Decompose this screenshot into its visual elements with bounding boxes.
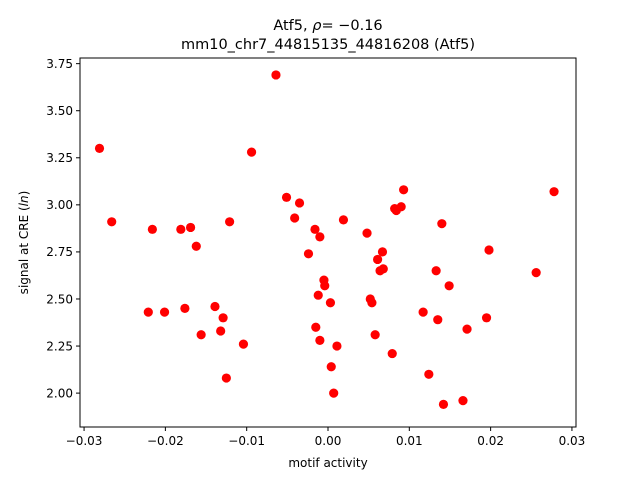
data-point-57 bbox=[484, 245, 494, 255]
data-point-38 bbox=[373, 254, 383, 265]
data-point-28 bbox=[320, 281, 330, 291]
data-point-31 bbox=[329, 388, 339, 398]
data-point-18 bbox=[281, 192, 292, 202]
data-point-14 bbox=[225, 217, 235, 227]
data-point-3 bbox=[147, 224, 157, 234]
data-point-23 bbox=[311, 322, 321, 332]
data-point-10 bbox=[210, 301, 220, 312]
data-point-25 bbox=[315, 232, 325, 242]
data-point-56 bbox=[481, 313, 492, 323]
data-point-11 bbox=[216, 326, 226, 336]
data-point-58 bbox=[531, 268, 541, 278]
chart-title-line1: Atf5, ρ= −0.16 bbox=[273, 18, 382, 34]
data-point-42 bbox=[387, 348, 397, 359]
data-point-54 bbox=[458, 396, 468, 406]
y-tick-label-7: 3.75 bbox=[46, 57, 73, 71]
data-point-47 bbox=[418, 307, 428, 317]
data-point-2 bbox=[143, 307, 153, 317]
data-point-1 bbox=[107, 217, 117, 227]
data-point-12 bbox=[218, 313, 228, 323]
data-point-20 bbox=[294, 198, 305, 208]
data-point-9 bbox=[196, 330, 206, 340]
data-point-55 bbox=[462, 324, 472, 334]
data-point-16 bbox=[246, 147, 257, 157]
data-point-37 bbox=[370, 330, 380, 340]
data-point-4 bbox=[159, 307, 170, 317]
plot-frame bbox=[79, 57, 577, 428]
data-point-46 bbox=[399, 185, 409, 195]
data-point-51 bbox=[437, 219, 447, 229]
data-point-5 bbox=[176, 224, 186, 234]
data-point-59 bbox=[549, 187, 559, 197]
data-point-15 bbox=[238, 339, 249, 349]
data-point-26 bbox=[315, 335, 325, 345]
data-point-13 bbox=[221, 373, 231, 383]
data-point-52 bbox=[438, 399, 449, 410]
y-tick-label-1: 2.25 bbox=[46, 339, 73, 353]
y-tick-label-3: 2.75 bbox=[46, 245, 73, 259]
data-point-32 bbox=[332, 341, 342, 351]
y-axis-ticks: 2.00 2.25 2.50 2.75 3.00 3.25 3.50 3.75 bbox=[46, 57, 80, 400]
x-axis-ticks: −0.03 −0.02 −0.01 0.00 0.01 0.02 0.03 bbox=[66, 427, 586, 448]
data-point-34 bbox=[362, 228, 372, 238]
data-point-33 bbox=[338, 215, 349, 225]
y-tick-label-5: 3.25 bbox=[46, 151, 73, 165]
data-point-21 bbox=[303, 249, 314, 259]
y-axis-label: signal at CRE (ln) bbox=[17, 191, 31, 295]
data-point-40 bbox=[377, 247, 388, 257]
data-point-41 bbox=[378, 264, 388, 274]
x-tick-label-5: 0.02 bbox=[477, 434, 504, 448]
x-tick-label-3: 0.00 bbox=[315, 434, 342, 448]
x-tick-label-6: 0.03 bbox=[559, 434, 586, 448]
y-tick-label-0: 2.00 bbox=[46, 386, 73, 400]
data-point-24 bbox=[313, 290, 323, 300]
data-point-17 bbox=[271, 70, 281, 80]
data-point-19 bbox=[290, 213, 300, 223]
data-point-7 bbox=[185, 222, 196, 233]
data-point-22 bbox=[310, 224, 320, 234]
y-tick-label-4: 3.00 bbox=[46, 198, 73, 212]
x-tick-label-2: −0.01 bbox=[228, 434, 265, 448]
data-point-36 bbox=[367, 298, 377, 308]
data-points bbox=[94, 70, 559, 410]
data-point-53 bbox=[444, 281, 454, 291]
data-point-45 bbox=[396, 202, 406, 212]
data-point-49 bbox=[431, 266, 441, 276]
data-point-8 bbox=[191, 241, 201, 251]
x-tick-label-0: −0.03 bbox=[66, 434, 103, 448]
data-point-0 bbox=[94, 143, 105, 153]
data-point-50 bbox=[433, 315, 443, 325]
data-point-29 bbox=[325, 298, 336, 308]
data-point-48 bbox=[424, 369, 434, 379]
y-tick-label-6: 3.50 bbox=[46, 104, 73, 118]
y-tick-label-2: 2.50 bbox=[46, 292, 73, 306]
data-point-6 bbox=[180, 303, 190, 313]
data-point-30 bbox=[326, 362, 336, 372]
x-tick-label-1: −0.02 bbox=[147, 434, 184, 448]
x-axis-label: motif activity bbox=[288, 456, 367, 470]
x-tick-label-4: 0.01 bbox=[396, 434, 423, 448]
chart-title-line2: mm10_chr7_44815135_44816208 (Atf5) bbox=[181, 37, 475, 53]
